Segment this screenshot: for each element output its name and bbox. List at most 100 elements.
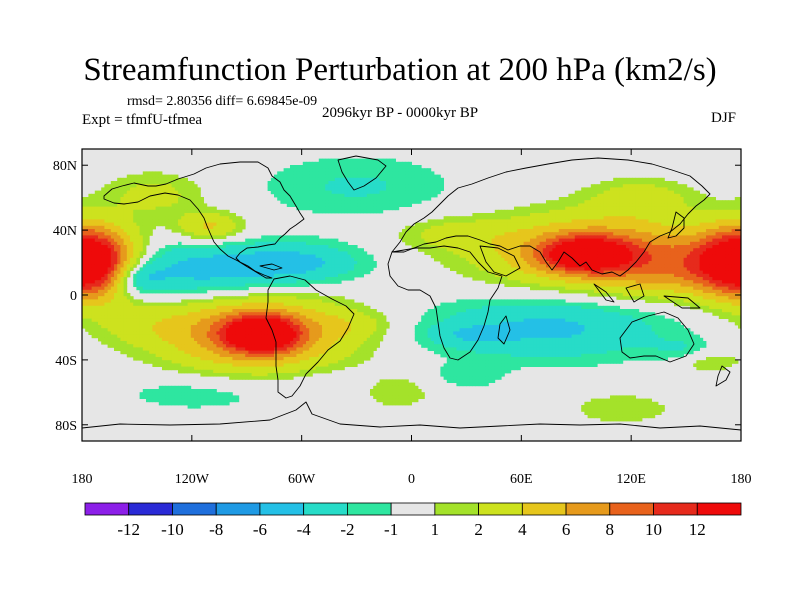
contour-cell	[606, 248, 611, 252]
contour-cell	[200, 209, 204, 214]
contour-cell	[616, 267, 620, 271]
contour-cell	[670, 241, 675, 246]
contour-cell	[450, 232, 454, 236]
contour-cell	[696, 273, 700, 278]
contour-cell	[389, 190, 393, 195]
contour-cell	[312, 251, 316, 255]
contour-cell	[728, 235, 732, 239]
contour-cell	[706, 241, 710, 246]
contour-cell	[347, 158, 352, 163]
contour-cell	[462, 241, 467, 246]
contour-cell	[517, 267, 521, 271]
contour-cell	[136, 238, 140, 243]
contour-cell	[341, 158, 345, 163]
contour-cell	[142, 270, 147, 275]
contour-cell	[526, 219, 531, 223]
contour-cell	[277, 261, 281, 265]
contour-cell	[514, 232, 518, 236]
contour-cell	[683, 248, 688, 252]
contour-cell	[117, 181, 121, 185]
contour-cell	[523, 251, 528, 255]
contour-cell	[402, 232, 406, 236]
contour-cell	[293, 254, 297, 259]
contour-cell	[155, 171, 160, 175]
contour-cell	[344, 203, 348, 207]
contour-cell	[101, 257, 105, 262]
contour-cell	[286, 257, 291, 262]
contour-cell	[213, 273, 217, 278]
contour-cell	[190, 193, 195, 198]
contour-cell	[517, 270, 521, 275]
contour-cell	[472, 270, 476, 275]
contour-cell	[622, 248, 627, 252]
contour-cell	[344, 206, 348, 211]
contour-cell	[302, 238, 307, 243]
contour-cell	[178, 257, 182, 262]
contour-cell	[574, 264, 579, 268]
contour-cell	[306, 254, 310, 259]
contour-cell	[171, 197, 176, 201]
contour-cell	[414, 181, 419, 185]
contour-cell	[114, 229, 118, 233]
contour-cell	[306, 184, 310, 188]
contour-cell	[462, 235, 467, 239]
contour-cell	[373, 181, 377, 185]
contour-cell	[248, 273, 252, 278]
contour-cell	[542, 206, 547, 211]
contour-cell	[107, 219, 112, 223]
contour-cell	[344, 241, 348, 246]
contour-cell	[117, 190, 121, 195]
contour-cell	[664, 229, 668, 233]
contour-cell	[178, 229, 182, 233]
contour-cell	[194, 203, 198, 207]
contour-cell	[632, 245, 636, 249]
contour-cell	[606, 203, 611, 207]
contour-cell	[642, 216, 646, 220]
contour-cell	[731, 261, 736, 265]
contour-cell	[475, 261, 480, 265]
contour-cell	[670, 200, 675, 204]
contour-cell	[424, 177, 428, 182]
contour-cell	[168, 187, 172, 191]
contour-cell	[651, 261, 656, 265]
contour-cell	[286, 254, 291, 259]
contour-cell	[168, 193, 172, 198]
contour-cell	[437, 225, 441, 230]
contour-cell	[261, 257, 265, 262]
contour-cell	[325, 203, 329, 207]
contour-cell	[222, 209, 227, 214]
contour-cell	[459, 261, 464, 265]
contour-cell	[402, 200, 406, 204]
contour-cell	[408, 181, 412, 185]
contour-cell	[309, 184, 313, 188]
contour-cell	[206, 232, 211, 236]
contour-cell	[674, 235, 678, 239]
contour-cell	[418, 177, 422, 182]
contour-cell	[299, 190, 304, 195]
contour-cell	[299, 264, 304, 268]
contour-cell	[555, 219, 560, 223]
contour-cell	[142, 190, 147, 195]
contour-cell	[728, 273, 732, 278]
contour-cell	[443, 248, 448, 252]
contour-cell	[632, 193, 636, 198]
contour-cell	[98, 197, 102, 201]
contour-cell	[587, 219, 592, 223]
contour-cell	[264, 241, 268, 246]
contour-cell	[293, 270, 297, 275]
contour-cell	[626, 251, 630, 255]
contour-cell	[242, 222, 246, 227]
contour-cell	[242, 261, 246, 265]
contour-cell	[338, 254, 342, 259]
contour-cell	[162, 209, 166, 214]
contour-cell	[674, 181, 678, 185]
contour-cell	[520, 241, 524, 246]
contour-cell	[382, 177, 387, 182]
contour-cell	[690, 209, 694, 214]
contour-cell	[478, 232, 483, 236]
contour-cell	[670, 251, 675, 255]
contour-cell	[302, 184, 307, 188]
contour-cell	[194, 245, 198, 249]
contour-cell	[155, 216, 160, 220]
contour-cell	[635, 219, 640, 223]
